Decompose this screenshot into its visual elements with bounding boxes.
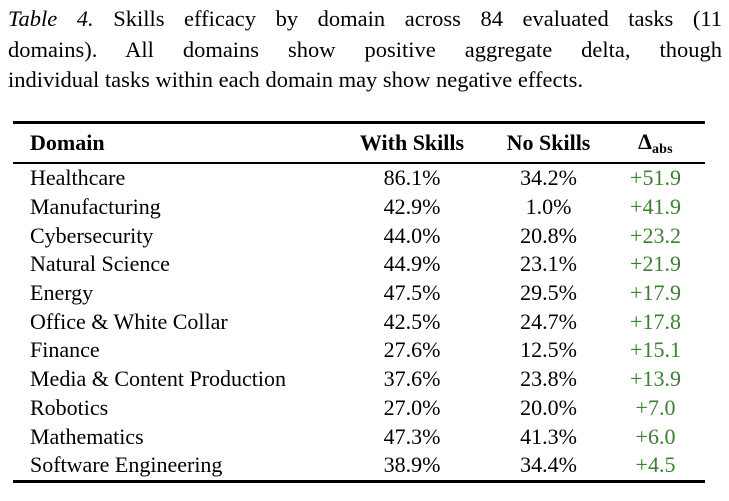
cell-with-skills: 86.1% [383,165,441,191]
table-row: Cybersecurity 44.0% 20.8% +23.2 [13,221,705,250]
table-row: Finance 27.6% 12.5% +15.1 [13,336,705,365]
table-row: Healthcare 86.1% 34.2% +51.9 [13,163,705,193]
cell-delta-abs: +6.0 [635,423,676,449]
cell-with-skills: 37.6% [383,366,441,392]
header-with-skills: With Skills [333,122,491,164]
cell-no-skills: 12.5% [520,337,577,363]
table-row: Energy 47.5% 29.5% +17.9 [13,279,705,308]
table-header-row: Domain With Skills No Skills Δabs [13,122,705,164]
caption-line-2: domains). All domains show positive aggr… [8,36,722,62]
cell-with-skills: 42.9% [383,194,441,220]
cell-no-skills: 20.8% [520,222,577,248]
delta-symbol: Δ [638,128,652,154]
cell-no-skills: 1.0% [525,194,572,220]
cell-delta-abs: +21.9 [630,251,681,277]
cell-delta-abs: +41.9 [630,194,681,220]
cell-no-skills: 34.2% [520,165,577,191]
cell-delta-abs: +17.8 [630,308,681,334]
cell-no-skills: 29.5% [520,280,577,306]
cell-domain: Office & White Collar [30,308,228,334]
table-row: Manufacturing 42.9% 1.0% +41.9 [13,193,705,222]
table-row: Robotics 27.0% 20.0% +7.0 [13,394,705,423]
table-row: Office & White Collar 42.5% 24.7% +17.8 [13,307,705,336]
cell-domain: Mathematics [30,423,144,449]
cell-domain: Energy [30,280,94,306]
table-body: Healthcare 86.1% 34.2% +51.9 Manufacturi… [13,163,705,481]
cell-no-skills: 34.4% [520,452,577,478]
table-caption: Table 4. Skills efficacy by domain acros… [8,4,722,96]
skills-efficacy-table: Domain With Skills No Skills Δabs Health… [13,121,705,483]
table-row: Media & Content Production 37.6% 23.8% +… [13,365,705,394]
cell-domain: Finance [30,337,100,363]
header-domain: Domain [13,122,333,164]
cell-domain: Media & Content Production [30,366,287,392]
cell-with-skills: 42.5% [383,308,441,334]
table-row: Mathematics 47.3% 41.3% +6.0 [13,422,705,451]
cell-with-skills: 47.3% [383,423,441,449]
cell-with-skills: 38.9% [383,452,441,478]
header-delta-abs: Δabs [606,122,705,164]
cell-delta-abs: +17.9 [630,280,681,306]
cell-with-skills: 44.9% [383,251,441,277]
caption-line-1-text: Skills efficacy by domain across 84 eval… [113,6,723,31]
cell-with-skills: 27.6% [383,337,441,363]
cell-no-skills: 41.3% [520,423,577,449]
cell-delta-abs: +51.9 [630,165,681,191]
header-no-skills: No Skills [491,122,606,164]
cell-with-skills: 47.5% [383,280,441,306]
cell-no-skills: 20.0% [520,394,577,420]
cell-with-skills: 44.0% [383,222,441,248]
cell-domain: Natural Science [30,251,170,277]
cell-domain: Robotics [30,394,109,420]
cell-delta-abs: +15.1 [630,337,681,363]
cell-with-skills: 27.0% [383,394,441,420]
cell-domain: Software Engineering [30,452,223,478]
cell-domain: Healthcare [30,165,126,191]
cell-no-skills: 24.7% [520,308,577,334]
cell-delta-abs: +7.0 [635,394,676,420]
cell-domain: Manufacturing [30,194,161,220]
table-caption-label: Table 4. [8,6,94,31]
cell-no-skills: 23.1% [520,251,577,277]
caption-line-1: Table 4. Skills efficacy by domain acros… [8,4,722,35]
cell-domain: Cybersecurity [30,222,154,248]
cell-delta-abs: +23.2 [630,222,681,248]
cell-delta-abs: +13.9 [630,366,681,392]
delta-subscript: abs [651,141,673,157]
table-row: Software Engineering 38.9% 34.4% +4.5 [13,451,705,481]
cell-delta-abs: +4.5 [635,452,676,478]
cell-no-skills: 23.8% [520,366,577,392]
caption-line-3: individual tasks within each domain may … [8,67,584,92]
table-row: Natural Science 44.9% 23.1% +21.9 [13,250,705,279]
